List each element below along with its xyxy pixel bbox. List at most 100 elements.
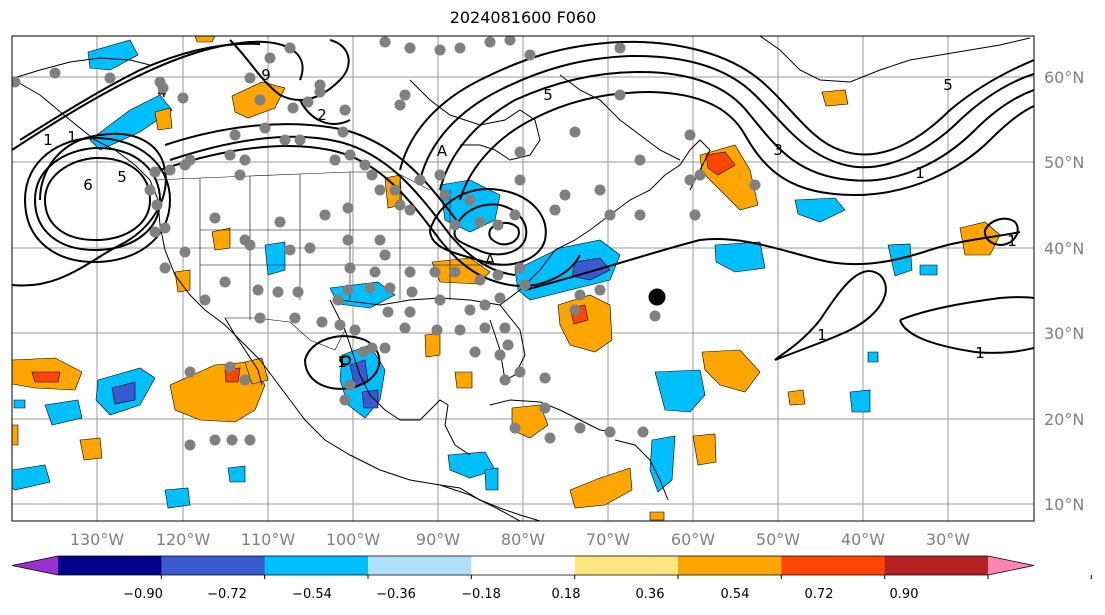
station-marker: [179, 246, 191, 258]
station-marker: [144, 184, 156, 196]
fill-blue: [227, 465, 246, 483]
coastline-hudson: [409, 79, 541, 161]
fill-blue: [12, 464, 51, 491]
station-marker: [484, 36, 496, 48]
station-marker: [316, 316, 328, 328]
fill-blue: [484, 467, 499, 491]
contour-line: [338, 355, 352, 366]
station-marker: [464, 304, 476, 316]
station-markers: [12, 36, 761, 451]
station-marker: [404, 266, 416, 278]
station-marker: [344, 262, 356, 274]
colorbar-tick-label: −0.72: [207, 587, 247, 602]
station-marker: [474, 274, 486, 286]
station-marker: [342, 284, 354, 296]
station-marker: [569, 304, 581, 316]
colorbar-tick-label: 0.72: [804, 587, 834, 602]
colorbar-segment: [574, 556, 679, 575]
fill-orange: [12, 424, 19, 446]
station-marker: [244, 239, 256, 251]
station-marker: [244, 72, 256, 84]
station-marker: [399, 89, 411, 101]
station-marker: [499, 322, 511, 334]
station-marker: [594, 284, 606, 296]
station-marker: [399, 322, 411, 334]
contour-line: [459, 90, 1034, 201]
colorbar-tick-label: −0.18: [461, 587, 501, 602]
coastline-cuba: [489, 399, 616, 433]
fill-blue: [794, 197, 846, 223]
fill-blue: [89, 94, 173, 151]
fill-orange: [692, 433, 717, 466]
colorbar-tick-label: 0.36: [635, 587, 665, 602]
station-marker: [549, 204, 561, 216]
station-marker: [244, 434, 256, 446]
contour-label: 1: [975, 344, 985, 362]
station-marker: [379, 342, 391, 354]
station-marker: [384, 282, 396, 294]
station-marker: [342, 234, 354, 246]
station-marker: [404, 306, 416, 318]
station-marker: [449, 219, 461, 231]
coastline-atlantic: [499, 139, 711, 306]
station-marker: [492, 269, 504, 281]
contour-label: 1: [337, 353, 347, 371]
station-marker: [254, 94, 266, 106]
station-marker: [252, 284, 264, 296]
station-marker: [151, 199, 163, 211]
contour-line: [33, 146, 162, 252]
station-marker: [337, 126, 349, 138]
station-marker: [431, 324, 443, 336]
lon-label-30w: 30°W: [925, 530, 971, 549]
fill-orange: [569, 467, 633, 509]
colorbar-tick-label: 0.18: [551, 587, 581, 602]
lat-label-40: 40°N: [1044, 239, 1085, 258]
station-marker: [404, 42, 416, 54]
station-marker: [184, 439, 196, 451]
station-marker: [614, 42, 626, 54]
station-marker: [274, 216, 286, 228]
station-marker: [292, 286, 304, 298]
fill-orange: [649, 511, 665, 521]
storm-center-marker: [648, 288, 666, 306]
station-marker: [349, 324, 361, 336]
station-marker: [369, 266, 381, 278]
station-marker: [284, 42, 296, 54]
lon-label-50w: 50°W: [755, 530, 801, 549]
station-marker: [404, 204, 416, 216]
station-marker: [449, 266, 461, 278]
station-marker: [366, 342, 378, 354]
station-marker: [519, 279, 531, 291]
station-marker: [379, 36, 391, 48]
station-marker: [502, 339, 514, 351]
station-marker: [254, 312, 266, 324]
station-marker: [104, 72, 116, 84]
station-marker: [514, 366, 526, 378]
colorbar-segment: [781, 556, 886, 575]
station-marker: [414, 174, 426, 186]
station-marker: [149, 166, 161, 178]
colorbar-arrow-high: [988, 556, 1034, 575]
station-marker: [434, 294, 446, 306]
contour-line: [419, 54, 1034, 181]
station-marker: [429, 266, 441, 278]
station-marker: [226, 434, 238, 446]
station-marker: [479, 322, 491, 334]
station-marker: [224, 149, 236, 161]
station-marker: [359, 159, 371, 171]
station-marker: [332, 294, 344, 306]
station-marker: [284, 244, 296, 256]
station-marker: [684, 174, 696, 186]
contour-label: 9: [261, 66, 271, 84]
station-marker: [239, 154, 251, 166]
station-marker: [234, 169, 246, 181]
station-marker: [294, 134, 306, 146]
station-marker: [334, 319, 346, 331]
lon-label-60w: 60°W: [670, 530, 716, 549]
colorbar-segment: [678, 556, 782, 575]
coastline-greenland: [759, 36, 1031, 83]
station-marker: [544, 432, 556, 444]
station-marker: [394, 99, 406, 111]
contour-label: 2: [317, 106, 327, 124]
